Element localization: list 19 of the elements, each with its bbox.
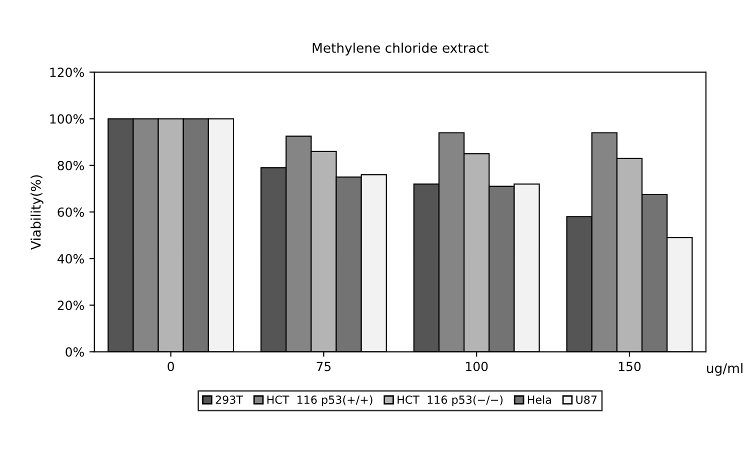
legend-label: HCT 116 p53(+/+) xyxy=(267,395,372,406)
y-tick-label: 40% xyxy=(57,254,84,264)
chart-title: Methylene chloride extract xyxy=(312,42,488,56)
legend-label: U87 xyxy=(576,396,597,404)
y-tick-label: 20% xyxy=(58,300,84,310)
legend-label: 293T xyxy=(216,396,244,404)
y-tick-label: 120% xyxy=(50,68,84,78)
y-tick-label: 60% xyxy=(58,207,84,217)
y-tick-label: 80% xyxy=(58,160,84,170)
x-tick-label: 150 xyxy=(618,362,641,372)
y-tick-label: 0% xyxy=(66,347,84,357)
y-axis-title: Viability(%) xyxy=(30,175,44,250)
x-axis-title: ug/ml xyxy=(707,362,742,376)
y-tick-label: 100% xyxy=(50,114,84,124)
x-tick-label: 0 xyxy=(168,362,174,372)
x-tick-label: 75 xyxy=(316,362,331,372)
legend-label: HCT 116 p53(−/−) xyxy=(398,395,503,406)
legend-label: Hela xyxy=(528,395,551,404)
x-tick-label: 100 xyxy=(466,362,488,372)
